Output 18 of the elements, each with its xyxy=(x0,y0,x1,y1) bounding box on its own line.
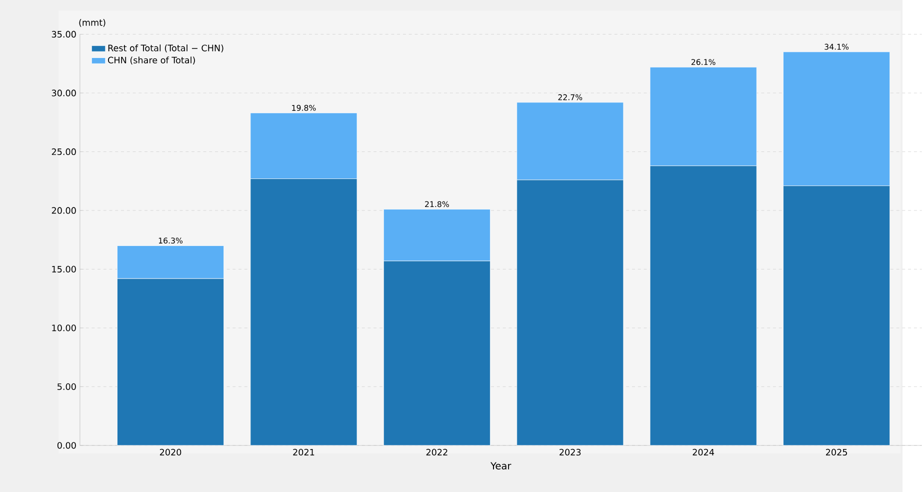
y-tick-label: 35.00 xyxy=(52,30,76,38)
x-axis-title: Year xyxy=(490,462,512,470)
y-tick-label: 0.00 xyxy=(57,442,76,449)
x-tick-label: 2021 xyxy=(293,448,314,456)
y-tick-label: 15.00 xyxy=(52,266,76,272)
y-tick-label: 10.00 xyxy=(52,324,76,332)
y-tick-label: 30.00 xyxy=(52,89,76,96)
y-tick-label: 5.00 xyxy=(58,383,76,390)
legend-label: Rest of Total (Total − CHN) xyxy=(108,44,224,52)
y-tick-label: 20.00 xyxy=(52,206,76,214)
x-tick-label: 2023 xyxy=(560,448,581,456)
legend-label: CHN (share of Total) xyxy=(108,56,195,64)
y-axis-title: (mmt) xyxy=(79,18,106,27)
x-tick-label: 2022 xyxy=(426,448,448,456)
x-tick-label: 2020 xyxy=(160,448,182,456)
y-tick-label: 25.00 xyxy=(52,148,76,155)
x-tick-label: 2025 xyxy=(826,448,847,456)
x-tick-label: 2024 xyxy=(692,448,714,456)
